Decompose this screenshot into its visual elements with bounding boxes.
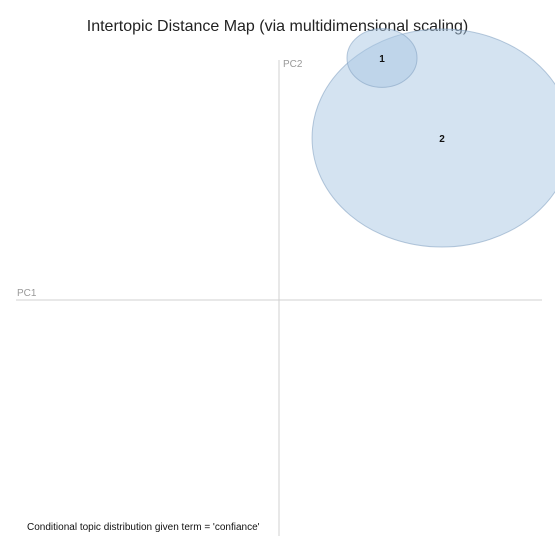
topic-label-1: 1: [379, 54, 385, 65]
pc1-axis-label: PC1: [17, 288, 37, 299]
term-caption: Conditional topic distribution given ter…: [27, 522, 260, 533]
topic-label-2: 2: [439, 134, 445, 145]
topic-bubble-1[interactable]: [346, 28, 418, 88]
pc2-axis-label: PC2: [283, 59, 303, 70]
axes: PC1 PC2: [16, 59, 542, 536]
topic-bubbles: [311, 28, 555, 248]
topic-labels: 21: [379, 54, 445, 145]
